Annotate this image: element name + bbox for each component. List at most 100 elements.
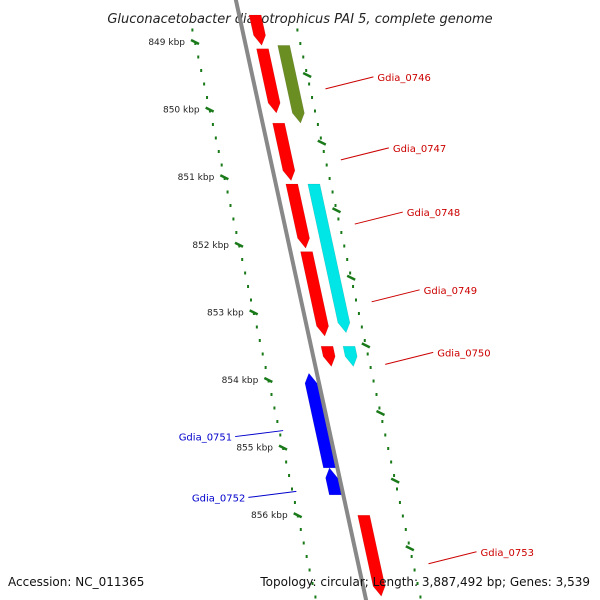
scale-dot-right — [302, 55, 305, 59]
scale-dot-right — [352, 285, 355, 288]
gene-label-leader — [354, 211, 403, 225]
scale-dot-left — [255, 325, 258, 329]
scale-tick-right — [361, 342, 371, 349]
genes-layer — [248, 14, 386, 597]
scale-dot-left — [232, 217, 235, 221]
scale-dot-right — [319, 136, 322, 140]
scale-dot-right — [313, 109, 316, 113]
gene-label-leader — [340, 147, 389, 161]
scale-tick — [249, 309, 259, 316]
scale-dot-left — [311, 582, 314, 585]
labels-layer: Gdia_0746 Gdia_0747 Gdia_0748 Gdia_0749 Gdia… — [179, 73, 534, 565]
gene-Gdia_0746_feature[interactable] — [277, 45, 305, 124]
gene-label-leader — [325, 76, 374, 90]
scale-tick-label: 853 kbp — [207, 308, 244, 318]
scale-tick-right — [405, 545, 415, 552]
scale-dot-left — [276, 420, 279, 423]
scale-dot-right — [413, 568, 416, 572]
gene-Gdia_0748[interactable] — [285, 183, 310, 249]
gene-label-leader — [248, 490, 297, 498]
gene-label-leader — [235, 430, 284, 438]
scale-dot-left — [226, 190, 229, 194]
gene-Gdia_0749[interactable] — [300, 251, 329, 337]
scale-dot-left — [191, 28, 194, 32]
scale-dot-left — [302, 541, 305, 545]
gene-Gdia_0752[interactable] — [325, 467, 342, 496]
scale-tick-label: 850 kbp — [163, 106, 200, 116]
scale-dot-left — [261, 352, 264, 356]
scale-tick-right — [375, 409, 386, 417]
map-title: Gluconacetobacter diazotrophicus PAI 5, … — [107, 12, 492, 27]
gene-label-Gdia_0751[interactable]: Gdia_0751 — [179, 433, 232, 444]
scale-dot-left — [299, 528, 302, 531]
scale-dot-left — [290, 487, 293, 491]
scale-dot-left — [206, 96, 209, 99]
scale-dot-left — [258, 339, 261, 342]
scale-dot-right — [334, 204, 337, 207]
scale-tick — [278, 444, 288, 451]
scale-dot-left — [293, 501, 296, 504]
scale-tick-label: 852 kbp — [192, 241, 229, 251]
gene-label-leader — [385, 351, 434, 365]
scale-dot-right — [390, 460, 393, 464]
scale-dot-right — [331, 190, 334, 194]
scale-tick-label: 854 kbp — [222, 376, 259, 386]
gene-Gdia_0746[interactable] — [256, 48, 281, 114]
scale-dot-left — [200, 69, 203, 72]
gene-Gdia_0745_part[interactable] — [248, 14, 266, 46]
scale-dot-right — [305, 69, 308, 72]
scale-tick-right — [346, 274, 356, 281]
scale-dot-left — [314, 595, 317, 599]
scale-dot-left — [197, 55, 200, 59]
scale-dot-right — [296, 28, 299, 32]
scale-dot-right — [381, 420, 384, 423]
scale-dot-left — [273, 406, 276, 410]
scale-dot-right — [395, 487, 398, 491]
scale-dot-left — [249, 298, 252, 302]
scale-dot-left — [285, 460, 288, 464]
scale-dot-right — [407, 541, 410, 545]
scale-dot-left — [217, 150, 220, 153]
gene-Gdia_0750_feature[interactable] — [342, 345, 358, 367]
scale-dot-right — [343, 244, 346, 248]
scale-tick — [293, 512, 303, 519]
gene-label-Gdia_0747[interactable]: Gdia_0747 — [393, 144, 446, 155]
scale-tick-label: 855 kbp — [236, 444, 273, 454]
scale-tick-right — [317, 139, 327, 146]
scale-dot-right — [398, 501, 401, 504]
scale-dot-right — [311, 96, 314, 99]
ticks-layer: 849 kbp 850 kbp 851 kbp 852 kbp 853 kbp 854 k… — [148, 38, 415, 552]
scale-dot-right — [416, 582, 419, 585]
scale-dot-right — [346, 258, 349, 261]
gene-label-Gdia_0749[interactable]: Gdia_0749 — [424, 286, 477, 297]
scale-dot-left — [235, 231, 238, 234]
gene-label-Gdia_0750[interactable]: Gdia_0750 — [437, 348, 490, 359]
scale-dot-right — [340, 231, 343, 234]
scale-tick — [190, 38, 200, 46]
scale-dot-right — [322, 150, 325, 153]
scale-dot-right — [372, 379, 375, 383]
scale-dot-left — [220, 163, 223, 167]
gene-Gdia_0753[interactable] — [357, 514, 386, 597]
scale-dot-left — [279, 433, 282, 437]
accession-text: Accession: NC_011365 — [8, 575, 144, 589]
scale-dot-right — [337, 217, 340, 221]
scale-dot-right — [308, 82, 311, 86]
backbone — [233, 0, 369, 600]
gene-Gdia_0750[interactable] — [320, 345, 336, 367]
gene-label-Gdia_0748[interactable]: Gdia_0748 — [407, 208, 460, 219]
scale-tick-right — [302, 71, 312, 79]
scale-dot-left — [288, 474, 291, 477]
gene-label-Gdia_0746[interactable]: Gdia_0746 — [377, 73, 430, 84]
gene-label-Gdia_0753[interactable]: Gdia_0753 — [480, 548, 533, 559]
backbone-line — [233, 0, 369, 600]
gene-Gdia_0747[interactable] — [272, 122, 296, 182]
gene-Gdia_0748_feature[interactable] — [307, 183, 351, 334]
scale-dot-left — [241, 258, 244, 261]
scale-tick-right — [331, 207, 342, 214]
gene-label-leader — [371, 289, 420, 303]
gene-label-Gdia_0752[interactable]: Gdia_0752 — [192, 493, 245, 504]
scale-dot-right — [325, 163, 328, 167]
scale-dots — [191, 28, 422, 599]
scale-tick-label: 851 kbp — [178, 173, 215, 183]
